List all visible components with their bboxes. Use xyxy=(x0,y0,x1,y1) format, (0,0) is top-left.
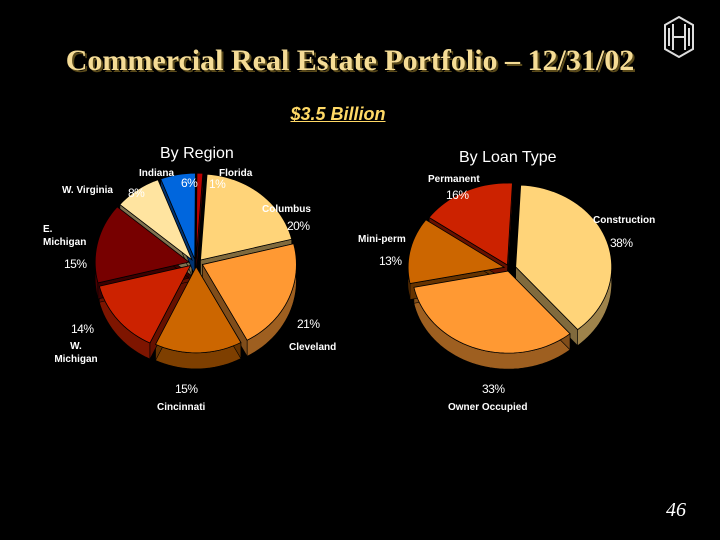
huntington-logo-icon xyxy=(664,16,694,58)
loan-chart-title: By Loan Type xyxy=(459,149,557,166)
loan-pct-construction: 38% xyxy=(610,236,633,250)
region-slice-w-michigan xyxy=(98,264,192,344)
region-pct-cincinnati: 15% xyxy=(175,382,198,396)
region-slice-cleveland xyxy=(201,243,297,341)
region-label-w-michigan: W. Michigan xyxy=(54,341,98,365)
region-slice-w-virginia xyxy=(119,179,193,262)
loan-slice-mini-perm xyxy=(407,219,506,284)
loan-label-construction: Construction xyxy=(593,215,656,226)
loan-slice-construction xyxy=(515,184,613,331)
region-pct-cleveland: 21% xyxy=(297,317,320,331)
loan-pct-permanent: 16% xyxy=(446,188,469,202)
region-label-cleveland: Cleveland xyxy=(289,342,337,353)
region-label-e-michigan: E. Michigan xyxy=(43,224,87,248)
region-label-indiana: Indiana xyxy=(139,168,175,179)
region-slice-e-michigan xyxy=(94,206,191,284)
region-slice-cincinnati xyxy=(154,266,242,354)
loan-label-mini-perm: Mini-perm xyxy=(358,234,406,245)
region-pct-e-michigan: 15% xyxy=(64,257,87,271)
region-label-cincinnati: Cincinnati xyxy=(157,402,206,413)
region-pct-w-virginia: 8% xyxy=(128,186,145,200)
loan-label-owner-occupied: Owner Occupied xyxy=(448,402,528,413)
loan-pct-mini-perm: 13% xyxy=(379,254,402,268)
loan-label-permanent: Permanent xyxy=(428,174,480,185)
page-title: Commercial Real Estate Portfolio – 12/31… xyxy=(65,44,635,77)
region-pct-florida: 1% xyxy=(209,177,226,191)
loan-slice-owner-occupied xyxy=(413,270,571,354)
region-chart-title: By Region xyxy=(160,145,234,162)
region-pct-columbus: 20% xyxy=(287,219,310,233)
region-slice-columbus xyxy=(200,173,293,261)
loan-pct-owner-occupied: 33% xyxy=(482,382,505,396)
region-label-columbus: Columbus xyxy=(262,204,311,215)
portfolio-total: $3.5 Billion xyxy=(290,104,386,124)
loan-slice-permanent xyxy=(428,182,513,266)
page-number: 46 xyxy=(666,499,686,521)
region-pct-w-michigan: 14% xyxy=(71,322,94,336)
region-slice-florida xyxy=(195,172,204,260)
region-pct-indiana: 6% xyxy=(181,176,198,190)
region-label-florida: Florida xyxy=(219,168,253,179)
region-label-w-virginia: W. Virginia xyxy=(62,185,113,196)
region-slice-indiana xyxy=(160,172,196,260)
